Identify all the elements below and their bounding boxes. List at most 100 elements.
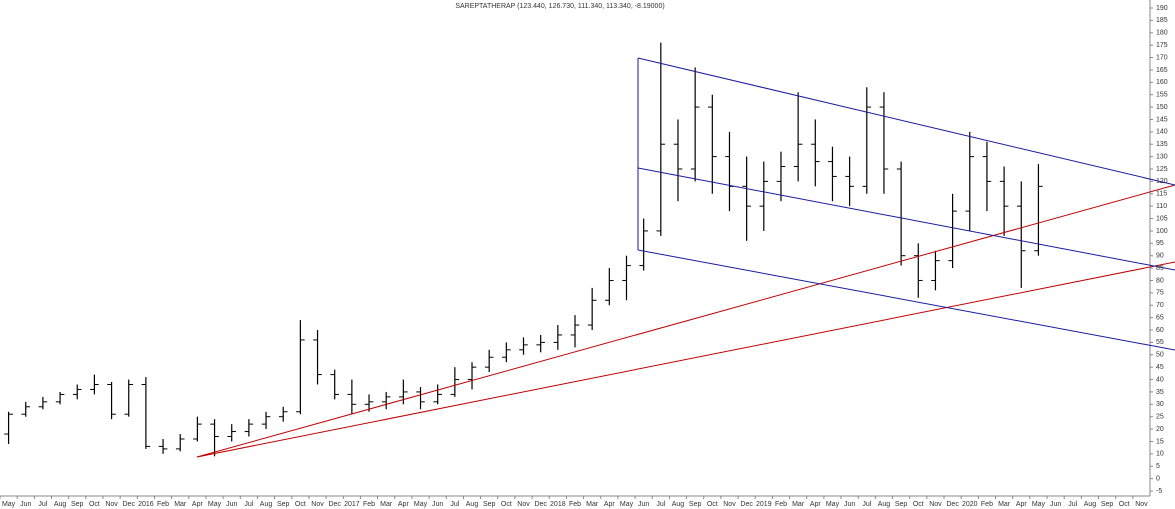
x-tick-label: Feb xyxy=(363,501,375,508)
x-tick-label: Sep xyxy=(277,501,290,508)
x-tick-label: Sep xyxy=(483,501,496,508)
y-tick-label: 30 xyxy=(1156,401,1164,408)
y-tick-label: 160 xyxy=(1156,79,1168,86)
chart-title: SAREPTATHERAP (123.440, 126.730, 111.340… xyxy=(455,3,664,10)
x-tick-label: Jul xyxy=(450,501,459,508)
x-tick-label: Jul xyxy=(862,501,871,508)
x-tick-label: May xyxy=(1032,501,1046,508)
x-tick-label: 2020 xyxy=(962,501,978,508)
y-tick-label: 95 xyxy=(1156,240,1164,247)
channel-line xyxy=(637,57,1175,186)
x-tick-label: Oct xyxy=(707,501,718,508)
x-tick-label: Nov xyxy=(105,501,118,508)
y-tick-label: -5 xyxy=(1156,488,1162,495)
y-tick-label: 125 xyxy=(1156,166,1168,173)
x-tick-label: Aug xyxy=(466,501,479,508)
x-tick-label: Aug xyxy=(878,501,891,508)
x-tick-label: 2017 xyxy=(344,501,360,508)
x-tick-label: Dec xyxy=(328,501,341,508)
y-tick-label: 170 xyxy=(1156,54,1168,61)
x-tick-label: Apr xyxy=(810,501,822,508)
x-tick-label: Mar xyxy=(792,501,805,508)
x-tick-label: May xyxy=(2,501,16,508)
x-tick-label: Jun xyxy=(432,501,443,508)
x-tick-label: May xyxy=(826,501,840,508)
x-tick-label: Oct xyxy=(501,501,512,508)
y-tick-label: 150 xyxy=(1156,104,1168,111)
x-tick-label: Dec xyxy=(534,501,547,508)
channel-line xyxy=(637,167,1175,271)
y-tick-label: 0 xyxy=(1156,475,1160,482)
x-tick-label: Sep xyxy=(689,501,702,508)
channel-line xyxy=(637,249,1175,351)
x-tick-label: May xyxy=(414,501,428,508)
x-tick-label: Jul xyxy=(38,501,47,508)
y-tick-label: 90 xyxy=(1156,253,1164,260)
x-tick-label: Oct xyxy=(913,501,924,508)
y-tick-label: 40 xyxy=(1156,376,1164,383)
x-tick-label: Nov xyxy=(517,501,530,508)
y-tick-label: 145 xyxy=(1156,116,1168,123)
x-tick-label: Nov xyxy=(929,501,942,508)
y-tick-label: 130 xyxy=(1156,153,1168,160)
x-tick-label: Jul xyxy=(656,501,665,508)
x-tick-label: Jul xyxy=(1068,501,1077,508)
y-tick-label: 100 xyxy=(1156,228,1168,235)
y-tick-label: 70 xyxy=(1156,302,1164,309)
y-tick-label: 190 xyxy=(1156,5,1168,12)
x-tick-label: Nov xyxy=(1135,501,1148,508)
y-tick-label: 180 xyxy=(1156,30,1168,37)
x-tick-label: May xyxy=(208,501,222,508)
y-tick-label: 10 xyxy=(1156,451,1164,458)
price-bars xyxy=(4,42,1043,457)
trend-line xyxy=(196,261,1175,458)
x-tick-label: Nov xyxy=(723,501,736,508)
x-tick-label: Feb xyxy=(157,501,169,508)
y-tick-label: 135 xyxy=(1156,141,1168,148)
y-tick-label: 115 xyxy=(1156,191,1167,198)
y-tick-label: 60 xyxy=(1156,327,1164,334)
y-tick-label: 35 xyxy=(1156,389,1164,396)
trend-line xyxy=(196,184,1175,458)
y-tick-label: 5 xyxy=(1156,463,1160,470)
y-tick-label: 165 xyxy=(1156,67,1168,74)
y-tick-label: 50 xyxy=(1156,352,1164,359)
x-tick-label: 2019 xyxy=(756,501,772,508)
x-tick-label: Feb xyxy=(981,501,993,508)
y-tick-label: 155 xyxy=(1156,92,1168,99)
x-tick-label: Mar xyxy=(586,501,599,508)
x-tick-label: Nov xyxy=(311,501,324,508)
y-tick-label: 105 xyxy=(1156,215,1168,222)
y-tick-label: 55 xyxy=(1156,339,1164,346)
x-tick-label: Dec xyxy=(123,501,136,508)
x-tick-label: Jun xyxy=(638,501,649,508)
y-tick-label: 15 xyxy=(1156,438,1164,445)
x-tick-label: Oct xyxy=(295,501,306,508)
y-tick-label: 110 xyxy=(1156,203,1167,210)
x-tick-label: Oct xyxy=(1119,501,1130,508)
x-tick-label: Apr xyxy=(192,501,204,508)
x-tick-label: Dec xyxy=(740,501,753,508)
x-tick-label: Dec xyxy=(946,501,959,508)
y-tick-label: 140 xyxy=(1156,129,1168,136)
x-tick-label: May xyxy=(620,501,634,508)
x-tick-label: Apr xyxy=(604,501,616,508)
x-tick-label: Aug xyxy=(260,501,273,508)
x-tick-label: Sep xyxy=(1101,501,1114,508)
y-tick-label: 65 xyxy=(1156,314,1164,321)
x-tick-label: Mar xyxy=(380,501,393,508)
x-tick-label: Aug xyxy=(1084,501,1097,508)
x-tick-label: Feb xyxy=(775,501,787,508)
x-tick-label: Apr xyxy=(398,501,410,508)
y-tick-label: 120 xyxy=(1156,178,1168,185)
x-tick-label: Apr xyxy=(1016,501,1028,508)
y-tick-label: 45 xyxy=(1156,364,1164,371)
x-tick-label: Mar xyxy=(174,501,187,508)
y-tick-label: 25 xyxy=(1156,414,1164,421)
x-tick-label: Jun xyxy=(226,501,237,508)
x-tick-label: Sep xyxy=(895,501,908,508)
y-tick-label: 185 xyxy=(1156,17,1168,24)
y-tick-label: 80 xyxy=(1156,277,1164,284)
y-tick-label: 175 xyxy=(1156,42,1168,49)
